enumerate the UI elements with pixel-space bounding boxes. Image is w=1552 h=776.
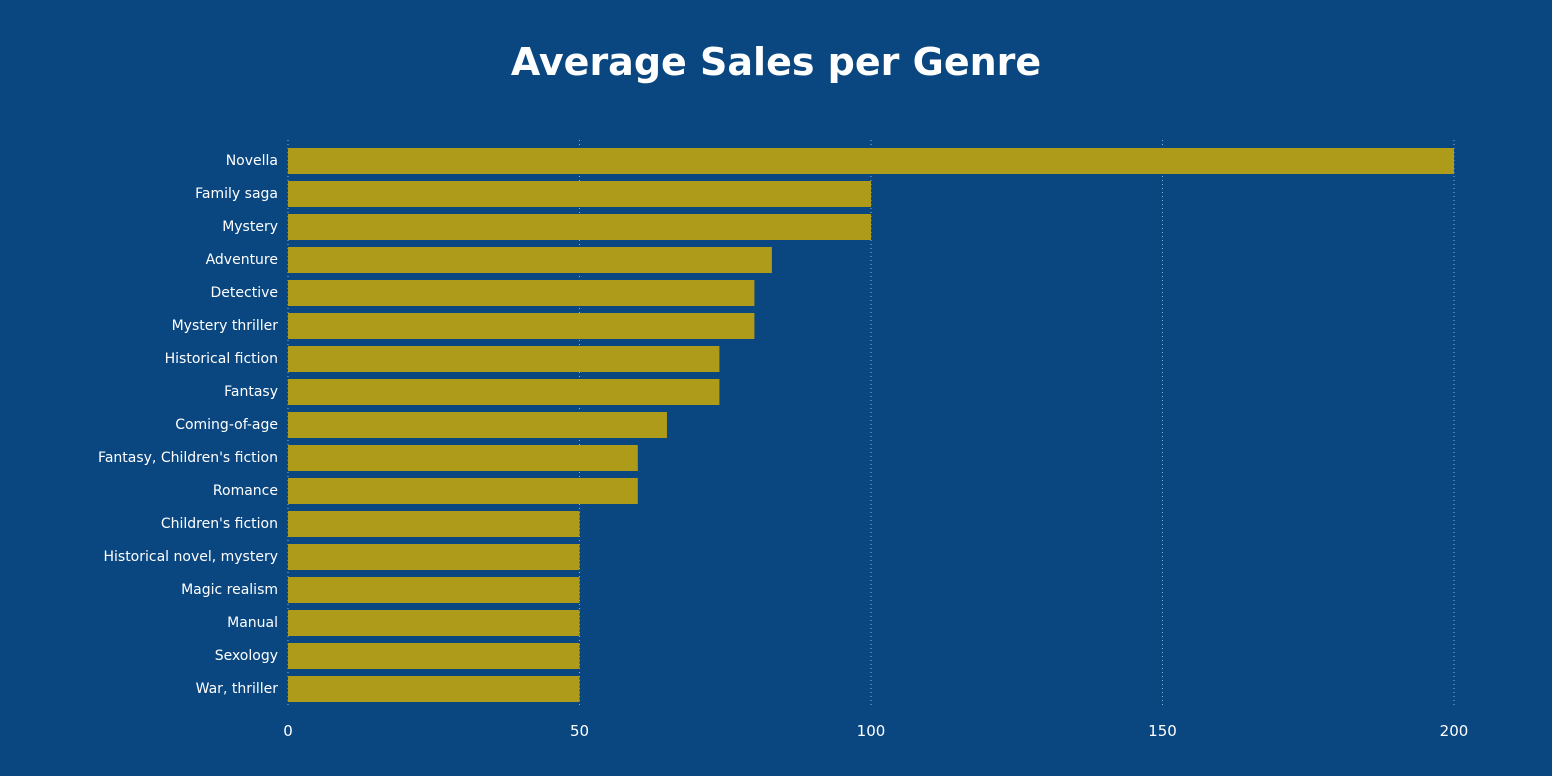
category-label: Fantasy, Children's fiction	[98, 450, 278, 466]
category-label: Mystery thriller	[172, 318, 279, 334]
category-label: Mystery	[222, 219, 278, 235]
bar	[288, 247, 772, 273]
category-label: Detective	[211, 285, 278, 301]
bar	[288, 511, 580, 537]
bar	[288, 643, 580, 669]
bar	[288, 313, 755, 339]
bar	[288, 676, 580, 702]
bar	[288, 445, 638, 471]
category-label: Novella	[226, 153, 278, 169]
category-label: Romance	[213, 483, 278, 499]
bar	[288, 577, 580, 603]
bar	[288, 148, 1454, 174]
category-label: Coming-of-age	[175, 417, 278, 433]
x-tick-label: 100	[857, 722, 886, 740]
bar	[288, 346, 720, 372]
category-labels: Novella Family saga Mystery Adventure Detect…	[98, 153, 278, 697]
x-tick-label: 50	[570, 722, 589, 740]
category-label: Sexology	[215, 648, 278, 664]
category-label: Adventure	[206, 252, 278, 268]
bar	[288, 181, 871, 207]
category-label: War, thriller	[196, 681, 279, 697]
bar	[288, 280, 755, 306]
bar	[288, 610, 580, 636]
category-label: Historical fiction	[165, 351, 278, 367]
x-tick-label: 150	[1148, 722, 1177, 740]
x-tick-label: 200	[1440, 722, 1469, 740]
category-label: Magic realism	[181, 582, 278, 598]
category-label: Historical novel, mystery	[103, 549, 278, 565]
x-tick-labels: 0 50 100 150 200	[283, 722, 1468, 740]
bar	[288, 214, 871, 240]
bar	[288, 379, 720, 405]
bar	[288, 412, 667, 438]
category-label: Family saga	[195, 186, 278, 202]
x-tick-label: 0	[283, 722, 293, 740]
category-label: Manual	[227, 615, 278, 631]
category-label: Children's fiction	[161, 516, 278, 532]
bar	[288, 478, 638, 504]
bar	[288, 544, 580, 570]
chart-title: Average Sales per Genre	[510, 40, 1042, 84]
category-label: Fantasy	[224, 384, 278, 400]
bars	[288, 148, 1454, 702]
